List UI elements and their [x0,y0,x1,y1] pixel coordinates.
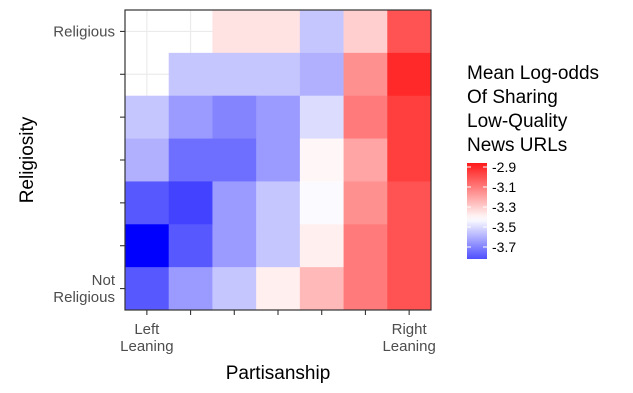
legend-title-line: Of Sharing [467,87,558,108]
color-legend: Mean Log-odds Of Sharing Low-Quality News U… [467,63,599,259]
legend-break-label: -2.9 [492,159,516,175]
x-axis-ticks [146,310,410,315]
heatmap-cell [343,267,388,311]
heatmap-cell [387,224,432,268]
heatmap-cell [299,224,344,268]
legend-ticks [467,166,487,248]
heatmap-cell [256,181,301,225]
heatmap-cell [299,95,344,139]
y-axis-ticks [120,30,125,290]
heatmap-cell [212,224,257,268]
heatmap-cell [168,138,213,182]
y-axis-tick-labels: Religious Not Religious [53,23,116,306]
heatmap-cell [168,181,213,225]
y-tick-label: Not Religious [53,272,116,306]
heatmap-cell [256,10,301,54]
y-axis-title: Religiosity [17,116,38,203]
legend-labels: -2.9 -3.1 -3.3 -3.5 -3.7 [492,159,516,255]
heatmap-cell [256,95,301,139]
x-tick-label: Left Leaning [120,321,173,355]
heatmap-cell [299,267,344,311]
heatmap-cell [168,224,213,268]
heatmap-cell [343,52,388,97]
heatmap-cell [212,52,257,97]
legend-break-label: -3.5 [492,219,516,235]
x-axis-tick-labels: Left Leaning Right Leaning [120,321,436,355]
heatmap-cell [299,52,344,97]
heatmap-cell [256,224,301,268]
heatmap-cell [168,95,213,139]
legend-break-label: -3.3 [492,199,516,215]
heatmap-cell [343,138,388,182]
legend-title-line: Low-Quality [467,111,568,132]
heatmap-cell [168,52,213,97]
heatmap-cell [387,10,432,54]
heatmap-cell [343,95,388,139]
legend-title-line: News URLs [467,135,567,156]
heatmap-cell [387,181,432,225]
heatmap-cell [256,267,301,311]
heatmap-cell [125,138,170,182]
heatmap-cell [212,95,257,139]
heatmap-cell [387,267,432,311]
heatmap-cell [299,10,344,54]
legend-break-label: -3.7 [492,239,516,255]
heatmap-cell [343,224,388,268]
y-tick-label: Religious [53,23,115,40]
heatmap-cell [387,95,432,139]
legend-title-line: Mean Log-odds [467,63,599,84]
heatmap-cell [299,138,344,182]
heatmap-cell [256,52,301,97]
heatmap-cell [125,181,170,225]
x-tick-label: Right Leaning [382,321,435,355]
heatmap-cell [256,138,301,182]
heatmap-cell [212,267,257,311]
heatmap-cell [125,95,170,139]
heatmap-cell [387,138,432,182]
legend-title: Mean Log-odds Of Sharing Low-Quality News U… [467,63,599,156]
legend-color-bar [467,163,487,259]
heatmap-cell [387,52,432,97]
heatmap-cell [212,10,257,54]
heatmap-cell [168,267,213,311]
heatmap-cell [343,10,388,54]
x-axis-title: Partisanship [226,363,331,384]
heatmap-cell [343,181,388,225]
heatmap-cells [125,10,432,311]
heatmap-cell [299,181,344,225]
legend-break-label: -3.1 [492,179,516,195]
heatmap-cell [125,267,170,311]
heatmap-cell [212,181,257,225]
heatmap-cell [212,138,257,182]
heatmap-cell [125,224,170,268]
